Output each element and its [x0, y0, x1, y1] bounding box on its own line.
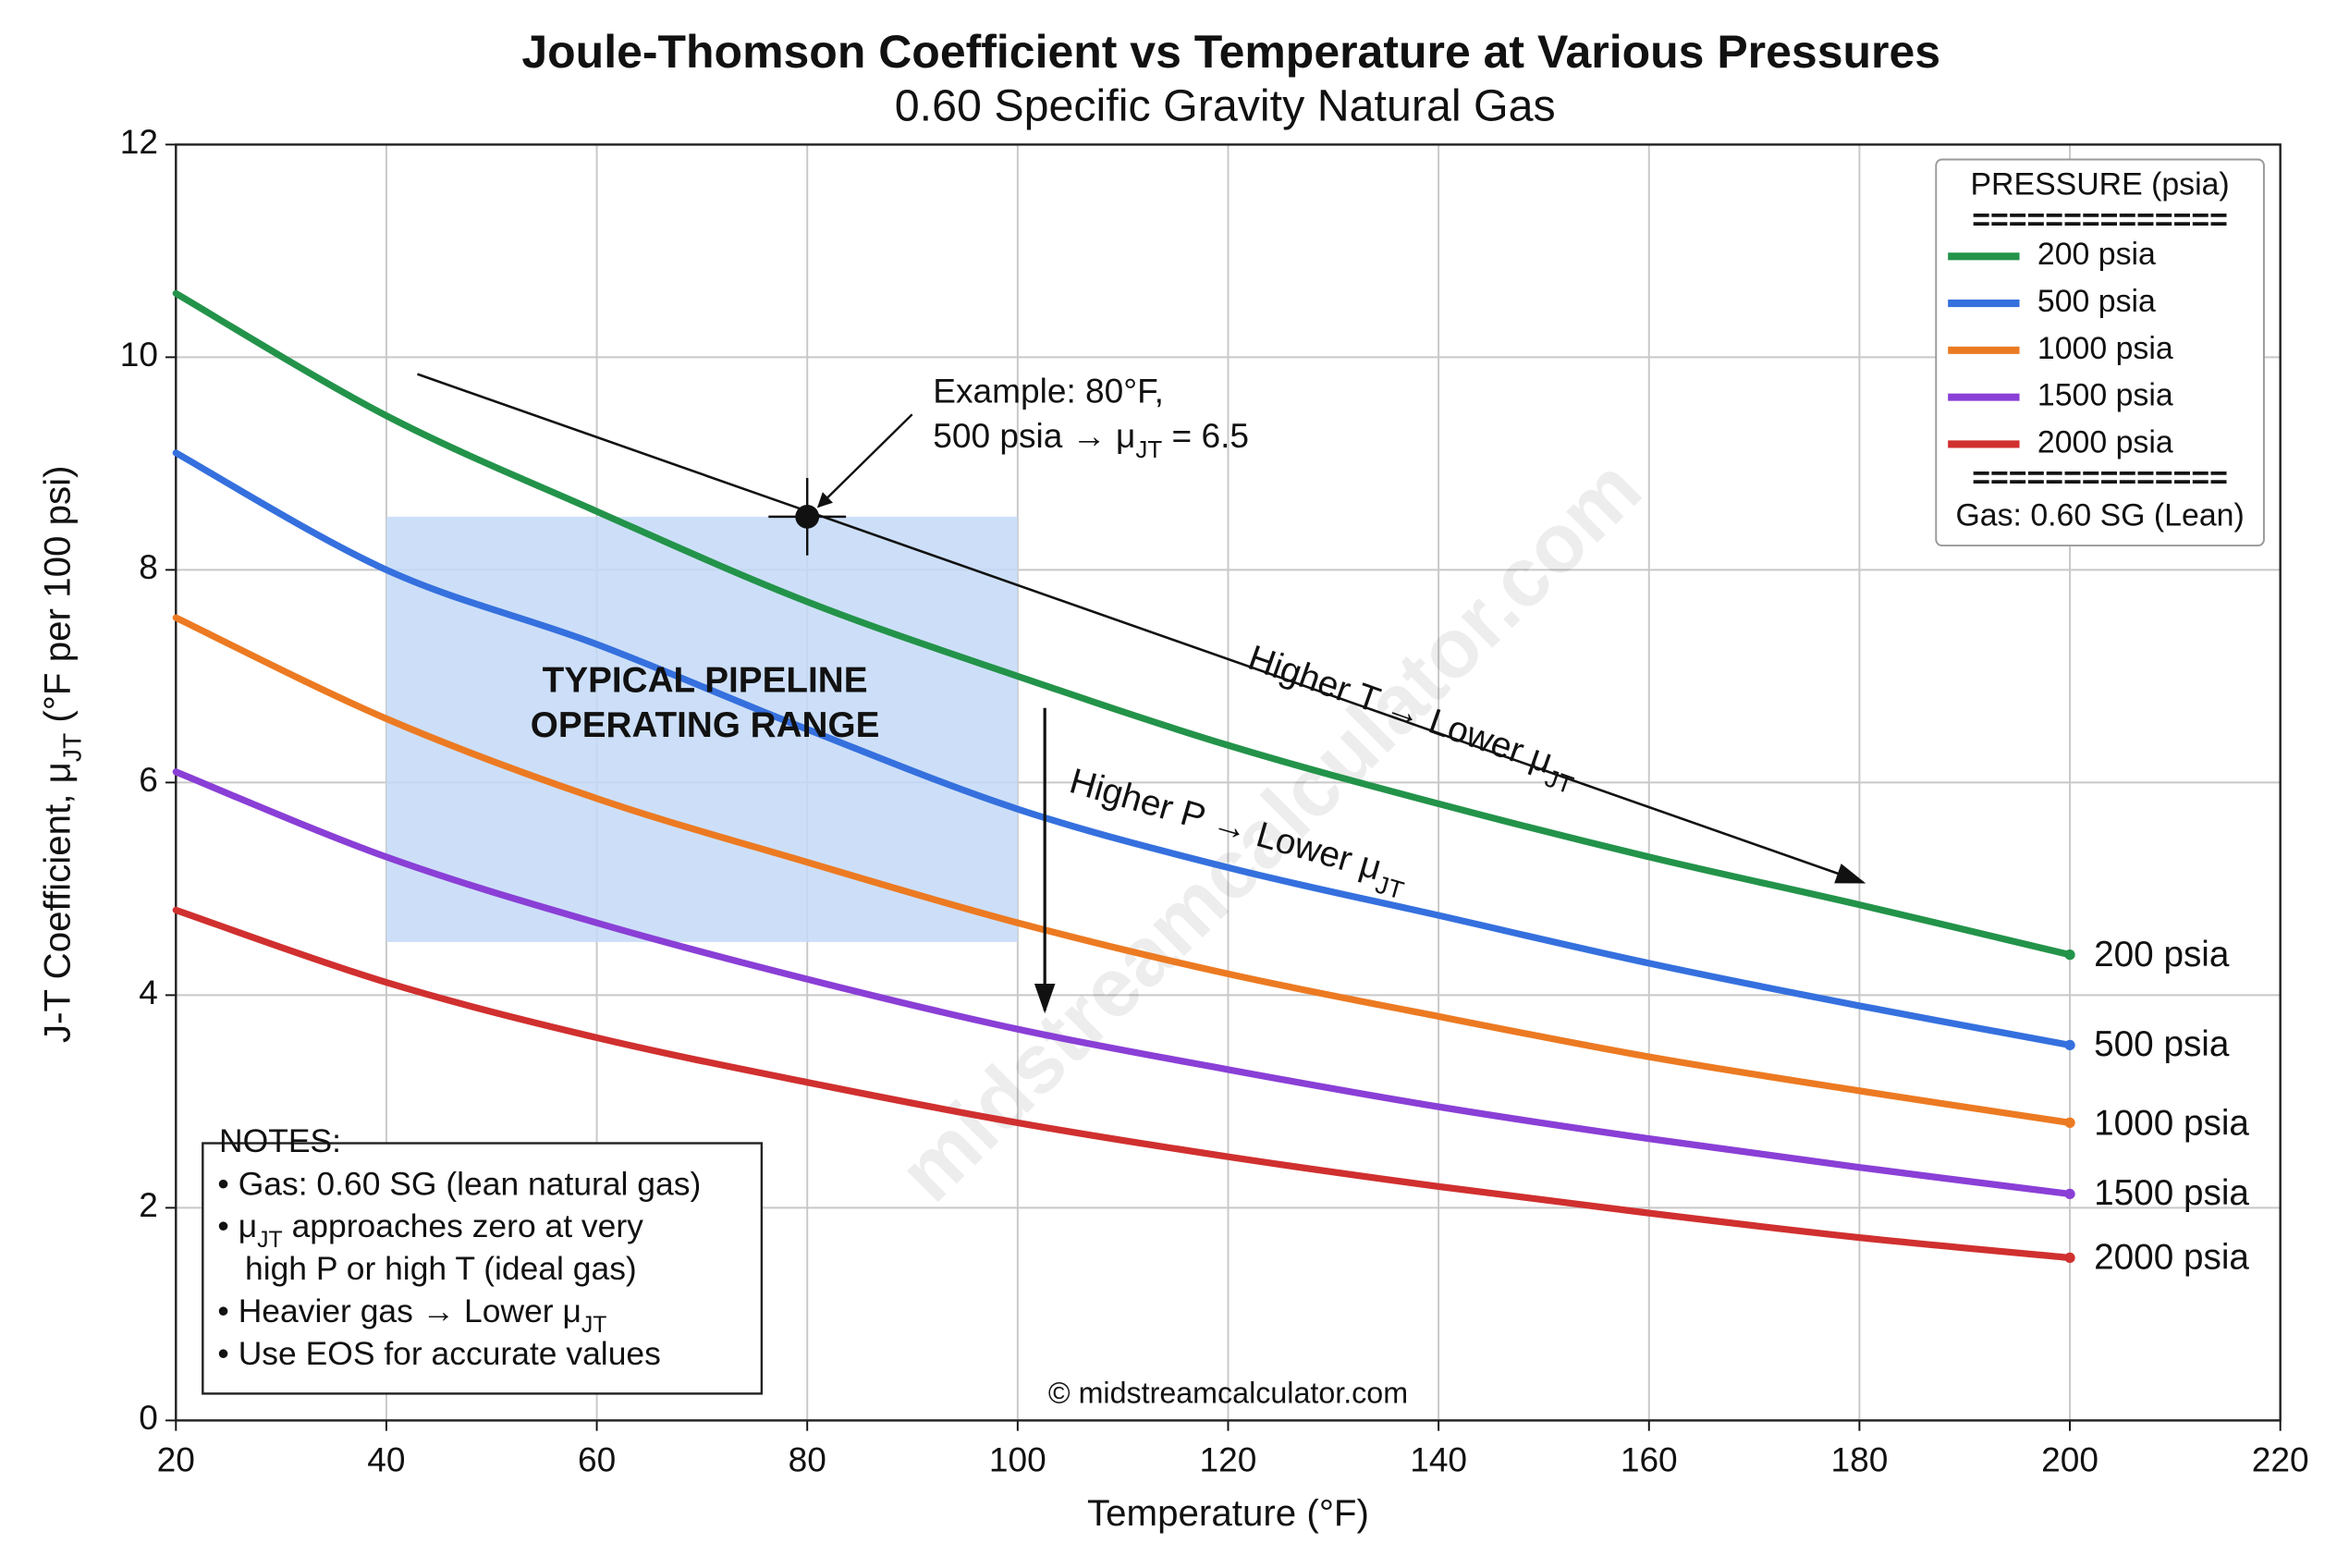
series-line — [172, 449, 2074, 1049]
x-tick-label: 20 — [157, 1439, 195, 1478]
legend-title: PRESSURE (psia) — [1970, 166, 2229, 202]
plot-frame — [175, 143, 2282, 1422]
text-part: approaches zero at very — [283, 1208, 643, 1245]
chart-title: Joule-Thomson Coefficient vs Temperature… — [521, 26, 1940, 78]
x-tick-label: 120 — [1200, 1439, 1257, 1478]
series-line — [172, 289, 2074, 959]
text-part: high P or high T (ideal gas) — [217, 1251, 636, 1288]
x-tick-label: 200 — [2041, 1439, 2098, 1478]
y-tick-label: 10 — [120, 335, 158, 374]
y-tick-label: 4 — [139, 973, 158, 1011]
series-line — [172, 906, 2074, 1262]
x-tick-label: 160 — [1621, 1439, 1678, 1478]
text-part: • Use EOS for accurate values — [217, 1335, 660, 1372]
chart-subtitle: 0.60 Specific Gravity Natural Gas — [895, 80, 1556, 130]
end-label: 1500 psia — [2094, 1173, 2249, 1213]
callout-arrow — [816, 413, 913, 508]
text-part: J-T Coefficient, μ — [36, 762, 78, 1043]
legend-label: 2000 psia — [2037, 424, 2173, 459]
example-label: Example: 80°F, — [933, 371, 1164, 410]
x-tick-label: 180 — [1830, 1439, 1888, 1478]
example-point — [795, 504, 820, 529]
y-tick-label: 0 — [139, 1398, 158, 1437]
subscript: JT — [1135, 437, 1162, 463]
text-part: • Heavier gas → Lower μ — [217, 1292, 581, 1329]
y-axis-label: J-T Coefficient, μJT (°F per 100 psi) — [36, 465, 87, 1043]
text-part: 500 psia → μ — [933, 416, 1135, 455]
legend-label: 1500 psia — [2037, 378, 2173, 413]
highlight-region — [385, 516, 1018, 942]
note-line: • Gas: 0.60 SG (lean natural gas) — [217, 1166, 701, 1203]
legend-footer: Gas: 0.60 SG (Lean) — [1955, 497, 2244, 533]
subscript: JT — [57, 733, 87, 762]
y-tick-label: 12 — [120, 122, 158, 161]
legend-label: 200 psia — [2037, 237, 2156, 272]
end-label: 500 psia — [2094, 1024, 2230, 1064]
x-tick-label: 140 — [1410, 1439, 1467, 1478]
subscript: JT — [581, 1313, 607, 1338]
x-axis-label: Temperature (°F) — [1087, 1492, 1369, 1534]
legend-label: 500 psia — [2037, 284, 2156, 319]
y-tick-label: 2 — [139, 1185, 158, 1224]
end-label: 1000 psia — [2094, 1103, 2249, 1143]
end-point — [2064, 949, 2075, 961]
x-tick-label: 40 — [367, 1439, 405, 1478]
notes-title: NOTES: — [219, 1122, 341, 1159]
y-tick-label: 8 — [139, 547, 158, 586]
region-label: TYPICAL PIPELINE — [543, 661, 868, 701]
end-label: 2000 psia — [2094, 1238, 2249, 1278]
end-point — [2064, 1252, 2075, 1264]
subscript: JT — [257, 1228, 283, 1253]
region-label: OPERATING RANGE — [531, 705, 880, 745]
end-point — [2064, 1117, 2075, 1129]
lines-layer — [172, 289, 2075, 1264]
copyright: © midstreamcalculator.com — [1048, 1377, 1408, 1410]
text-part: • Gas: 0.60 SG (lean natural gas) — [217, 1166, 701, 1203]
example-label: 500 psia → μJT = 6.5 — [933, 416, 1249, 463]
text-part: • μ — [217, 1208, 257, 1245]
legend-separator: ============== — [1972, 460, 2228, 496]
series-line — [172, 614, 2074, 1127]
note-line: • Use EOS for accurate values — [217, 1335, 660, 1372]
y-tick-label: 6 — [139, 760, 158, 799]
legend-separator: ============== — [1972, 202, 2228, 238]
text-part: = 6.5 — [1162, 416, 1249, 455]
legend-label: 1000 psia — [2037, 331, 2173, 366]
note-line: high P or high T (ideal gas) — [217, 1251, 636, 1288]
series-line — [172, 768, 2074, 1198]
note-line: • μJT approaches zero at very — [217, 1208, 643, 1254]
x-tick-label: 220 — [2252, 1439, 2309, 1478]
x-tick-label: 60 — [578, 1439, 616, 1478]
note-line: • Heavier gas → Lower μJT — [217, 1292, 606, 1338]
end-point — [2064, 1188, 2075, 1200]
notes-box — [202, 1142, 764, 1395]
x-tick-label: 100 — [989, 1439, 1046, 1478]
highlight-layer — [385, 516, 1018, 942]
end-label: 200 psia — [2094, 935, 2230, 974]
x-tick-label: 80 — [789, 1439, 826, 1478]
grid — [165, 143, 2282, 1431]
text-part: (°F per 100 psi) — [36, 465, 78, 732]
trend-arrow — [417, 373, 1866, 884]
end-point — [2064, 1039, 2075, 1051]
